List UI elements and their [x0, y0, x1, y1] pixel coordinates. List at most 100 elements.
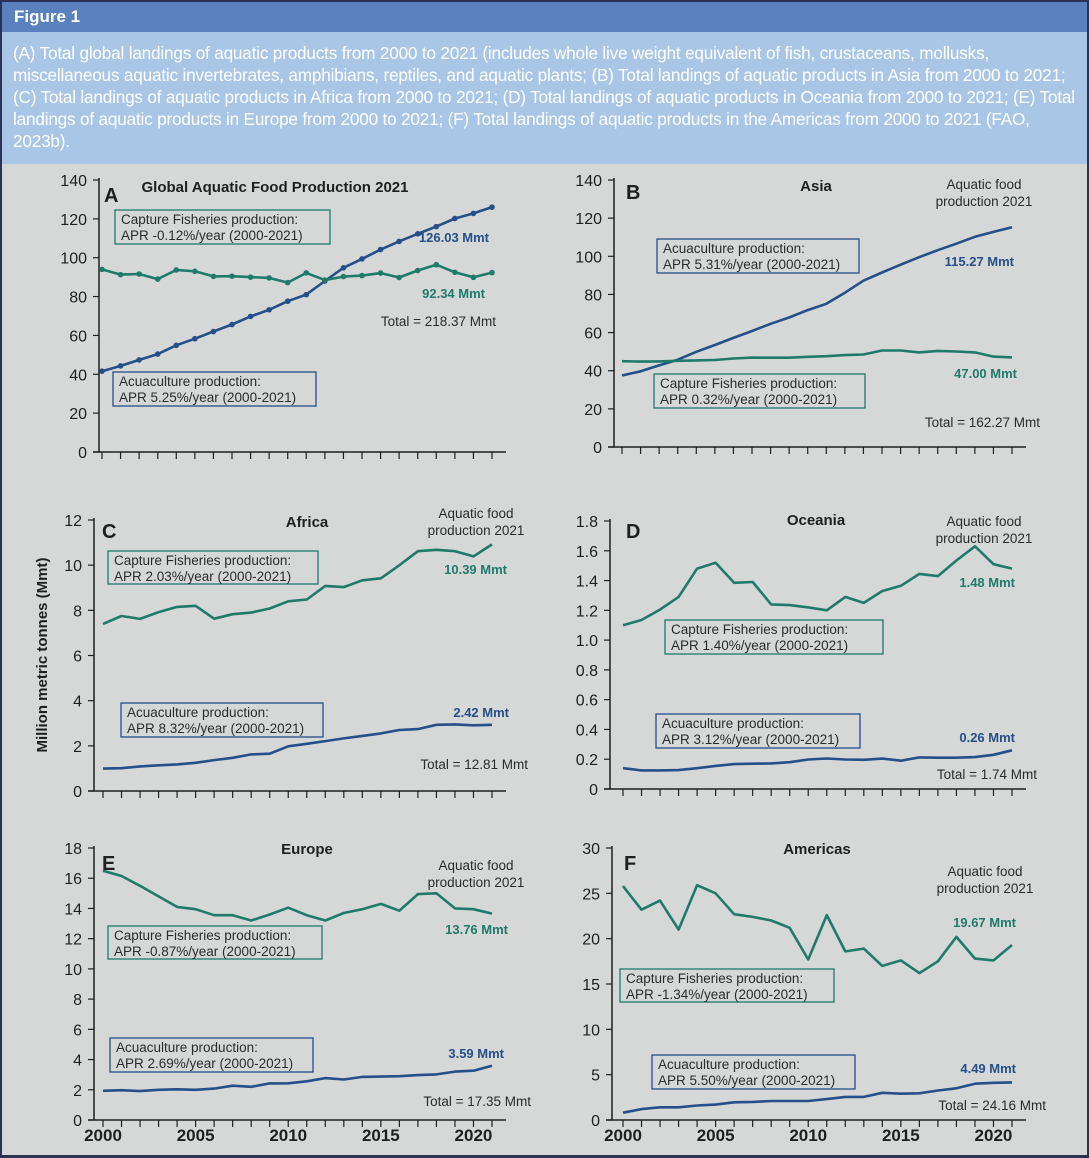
panel-b-aquaculture-value: 115.27 Mmt	[945, 254, 1015, 269]
panel-a-y-tick-label: 120	[60, 212, 87, 229]
panel-c-total: Total = 12.81 Mmt	[420, 757, 528, 772]
panel-c-aquaculture-annotation-text: APR 8.32%/year (2000-2021)	[127, 721, 304, 736]
panel-c-y-tick-label: 0	[73, 784, 82, 801]
y-axis-label: Million metric tonnes (Mmt)	[34, 557, 51, 752]
panel-f-title: Americas	[783, 841, 851, 858]
panel-e-y-tick-label: 16	[64, 871, 82, 888]
panel-b-y-tick-label: 0	[593, 440, 602, 457]
panel-a-capture-point	[229, 273, 235, 279]
panel-b-y-tick-label: 40	[584, 364, 602, 381]
panel-a-aquaculture-point	[414, 231, 421, 237]
panel-a-aquaculture-point	[192, 335, 198, 342]
figure-title: Figure 1	[2, 2, 1087, 32]
panel-a-aquaculture-point	[284, 298, 291, 305]
panel-a-capture-point	[377, 270, 384, 276]
panel-a-y-tick-label: 140	[60, 173, 87, 190]
panel-a-aquaculture-point	[340, 265, 347, 271]
panel-b-y-tick-label: 120	[575, 211, 602, 228]
panel-a-aquaculture-point	[266, 306, 272, 313]
panel-a-capture-point	[396, 274, 402, 281]
panel-b-y-tick-label: 140	[575, 173, 602, 190]
panel-f-letter: F	[624, 853, 636, 875]
panel-d-y-tick-label: 0.2	[576, 752, 598, 769]
panel-a-letter: A	[104, 185, 118, 207]
panel-c-capture-annotation-text: Capture Fisheries production:	[114, 553, 291, 568]
panel-a-capture-point	[359, 272, 365, 279]
panel-f-capture-annotation-text: Capture Fisheries production:	[626, 971, 803, 986]
panel-a-total: Total = 218.37 Mmt	[381, 314, 496, 329]
panel-d-y-tick-label: 1.4	[576, 574, 598, 591]
panel-c-heading: production 2021	[428, 523, 525, 538]
panel-e-x-tick-label: 2020	[455, 1126, 493, 1145]
panel-f-capture-value: 19.67 Mmt	[953, 915, 1017, 930]
panel-e-y-tick-label: 8	[73, 992, 82, 1009]
panel-a-aquaculture-point	[489, 204, 495, 210]
panel-c-y-tick-label: 6	[73, 649, 82, 666]
panel-a-aquaculture-point	[452, 215, 458, 222]
panel-a-aquaculture-point	[470, 210, 477, 217]
panel-a-capture-point	[284, 279, 291, 286]
panel-a-aquaculture-annotation-text: Acuaculture production:	[119, 374, 261, 389]
panel-a-y-tick-label: 100	[60, 251, 87, 268]
panel-e-x-tick-label: 2000	[84, 1126, 122, 1145]
panel-a-aquaculture-point	[396, 238, 402, 245]
panel-e-x-tick-label: 2005	[177, 1126, 215, 1145]
panel-d-total: Total = 1.74 Mmt	[937, 767, 1037, 782]
panel-a-capture-point	[452, 269, 458, 276]
panel-f-x-tick-label: 2010	[789, 1126, 827, 1145]
panel-a-aquaculture-point	[433, 223, 440, 230]
panel-e-x-tick-label: 2010	[269, 1126, 307, 1145]
panel-a-capture-value: 92.34 Mmt	[422, 286, 486, 301]
panel-a-y-tick-label: 0	[78, 445, 87, 462]
panel-e-aquaculture-annotation-text: Acuaculture production:	[116, 1040, 258, 1055]
panel-c-letter: C	[102, 521, 116, 543]
panel-a-aquaculture-annotation-text: APR 5.25%/year (2000-2021)	[119, 390, 296, 405]
panel-a-aquaculture-point	[377, 246, 384, 253]
panel-d-aquaculture-annotation-box	[655, 713, 861, 749]
panel-e-y-tick-label: 10	[64, 962, 82, 979]
panel-d-capture-annotation-text: APR 1.40%/year (2000-2021)	[671, 638, 848, 653]
panel-c-aquaculture-value: 2.42 Mmt	[453, 705, 509, 720]
panel-c-capture-annotation-box	[107, 550, 319, 585]
panel-a-aquaculture-point	[229, 321, 235, 328]
panel-d-letter: D	[626, 521, 640, 543]
panel-d-y-tick-label: 1.6	[576, 544, 598, 561]
panel-d-y-tick-label: 1.2	[576, 603, 598, 620]
panel-e-y-tick-label: 18	[64, 841, 82, 858]
panel-d-y-tick-label: 0.4	[576, 722, 598, 739]
panel-f-x-tick-label: 2005	[697, 1126, 735, 1145]
panel-b-total: Total = 162.27 Mmt	[925, 415, 1040, 430]
panel-a-title: Global Aquatic Food Production 2021	[142, 179, 409, 196]
panel-b-y-tick-label: 80	[584, 287, 602, 304]
panel-d-heading: Aquatic food	[946, 514, 1021, 529]
panel-a-capture-point	[136, 271, 142, 277]
panel-d-y-tick-label: 0	[589, 782, 598, 799]
panel-b-y-tick-label: 20	[584, 402, 602, 419]
panel-e-capture-line	[102, 869, 493, 922]
panel-a-capture-point	[210, 273, 217, 280]
panel-d-y-tick-label: 1.8	[576, 514, 598, 531]
panel-f-aquaculture-annotation-text: Acuaculture production:	[658, 1057, 800, 1072]
panel-f-y-tick-label: 30	[582, 841, 600, 858]
panel-a-capture-line	[101, 263, 493, 284]
panel-d-y-tick-label: 1.0	[576, 633, 598, 650]
panel-a-capture-point	[303, 270, 310, 276]
panel-e-aquaculture-annotation-text: APR 2.69%/year (2000-2021)	[116, 1056, 293, 1071]
panel-a-capture-point	[470, 274, 477, 281]
panel-d-aquaculture-line	[622, 749, 1013, 772]
panel-d-heading: production 2021	[936, 531, 1033, 546]
panel-f-y-tick-label: 5	[591, 1068, 600, 1085]
panel-e-capture-annotation-text: APR -0.87%/year (2000-2021)	[114, 944, 296, 959]
panel-f-y-tick-label: 0	[591, 1113, 600, 1130]
panel-a-capture-point	[322, 277, 328, 283]
panel-c-aquaculture-annotation-box	[120, 702, 324, 738]
panel-e-capture-value: 13.76 Mmt	[445, 922, 509, 937]
panel-a-y-tick-label: 60	[69, 328, 87, 345]
panel-e-capture-annotation-text: Capture Fisheries production:	[114, 928, 291, 943]
panel-a-capture-point	[266, 275, 272, 281]
panel-c-y-tick-label: 10	[64, 558, 82, 575]
panel-d-capture-line	[622, 544, 1013, 627]
panel-f-heading: Aquatic food	[947, 864, 1022, 879]
panel-b-capture-line	[621, 349, 1013, 363]
panel-c-aquaculture-line	[102, 723, 493, 770]
